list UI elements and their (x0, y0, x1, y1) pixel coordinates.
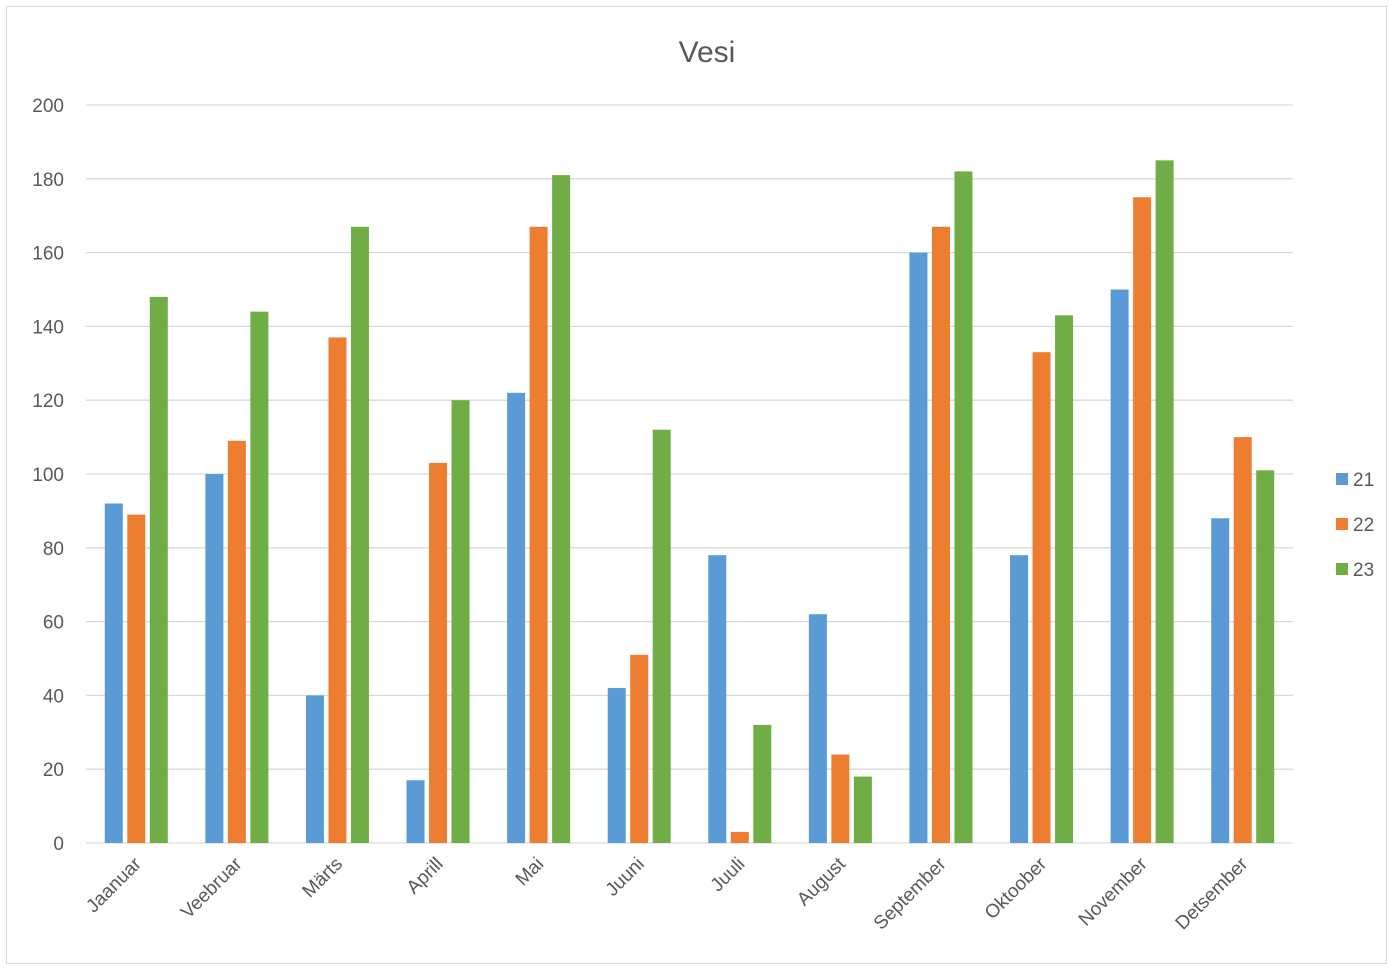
legend-label: 21 (1353, 470, 1374, 491)
bar-21-5 (607, 688, 626, 843)
legend-swatch-23 (1336, 563, 1348, 575)
bar-23-3 (451, 400, 470, 843)
y-tick-label: 180 (32, 170, 64, 191)
x-tick-label: Mai (512, 854, 549, 891)
bar-23-11 (1256, 470, 1275, 843)
bar-23-6 (753, 724, 772, 843)
y-tick-label: 200 (32, 96, 64, 117)
bar-21-0 (104, 503, 123, 843)
bar-21-6 (708, 555, 727, 843)
bar-21-8 (909, 252, 928, 844)
y-tick-label: 60 (43, 613, 64, 634)
bar-21-4 (507, 392, 526, 843)
bar-23-10 (1155, 160, 1174, 844)
x-tick-label: Juuli (707, 854, 749, 896)
bar-23-7 (853, 776, 872, 843)
bar-23-5 (652, 429, 671, 843)
x-tick-label: September (870, 853, 951, 934)
bar-22-1 (227, 440, 246, 843)
bar-21-1 (205, 474, 224, 843)
bar-22-8 (931, 226, 950, 843)
bar-21-10 (1110, 289, 1129, 843)
y-tick-label: 0 (53, 834, 64, 855)
x-tick-label: Märts (299, 854, 347, 902)
bar-23-2 (350, 226, 369, 843)
y-tick-label: 40 (43, 686, 64, 707)
chart-title: Vesi (679, 36, 736, 69)
x-tick-label: Detsember (1172, 853, 1253, 934)
bar-23-1 (250, 311, 269, 843)
bar-22-2 (328, 337, 347, 843)
bar-23-0 (149, 296, 168, 843)
y-tick-label: 100 (32, 465, 64, 486)
bar-22-4 (529, 226, 548, 843)
legend-swatch-21 (1336, 473, 1348, 485)
x-tick-label: August (793, 853, 850, 910)
bar-22-11 (1233, 437, 1252, 843)
x-tick-label: Aprill (403, 854, 448, 899)
bar-21-7 (808, 614, 827, 843)
y-tick-label: 140 (32, 317, 64, 338)
x-tick-label: Veebruar (177, 853, 247, 923)
y-tick-label: 120 (32, 391, 64, 412)
legend: 21 22 23 (1336, 470, 1374, 581)
legend-label: 23 (1353, 560, 1374, 581)
y-axis-ticks: 0 20 40 60 80 100 120 140 160 180 200 (32, 96, 64, 855)
bar-21-11 (1211, 518, 1230, 843)
y-tick-label: 160 (32, 244, 64, 265)
y-tick-label: 20 (43, 760, 64, 781)
bar-22-0 (127, 514, 146, 843)
bar-23-4 (552, 175, 571, 844)
legend-swatch-22 (1336, 518, 1348, 530)
y-tick-label: 80 (43, 539, 64, 560)
legend-label: 22 (1353, 515, 1374, 536)
gridlines (86, 104, 1293, 844)
x-tick-label: November (1075, 853, 1152, 930)
bar-22-7 (831, 754, 850, 843)
bars (104, 160, 1275, 844)
x-axis-ticks: Jaanuar Veebruar Märts Aprill Mai Juuni Juuli A… (82, 853, 1252, 934)
x-tick-label: Juuni (602, 854, 649, 901)
bar-22-6 (730, 831, 749, 843)
bar-22-9 (1032, 352, 1051, 843)
bar-23-9 (1055, 315, 1074, 844)
bar-23-8 (954, 171, 973, 844)
x-tick-label: Jaanuar (82, 853, 146, 917)
bar-22-3 (429, 462, 448, 843)
bar-21-9 (1010, 555, 1029, 843)
bar-22-5 (630, 654, 649, 843)
x-tick-label: Oktoober (981, 853, 1052, 924)
bar-21-3 (406, 780, 425, 843)
bar-21-2 (305, 695, 324, 843)
bar-22-10 (1133, 197, 1152, 843)
